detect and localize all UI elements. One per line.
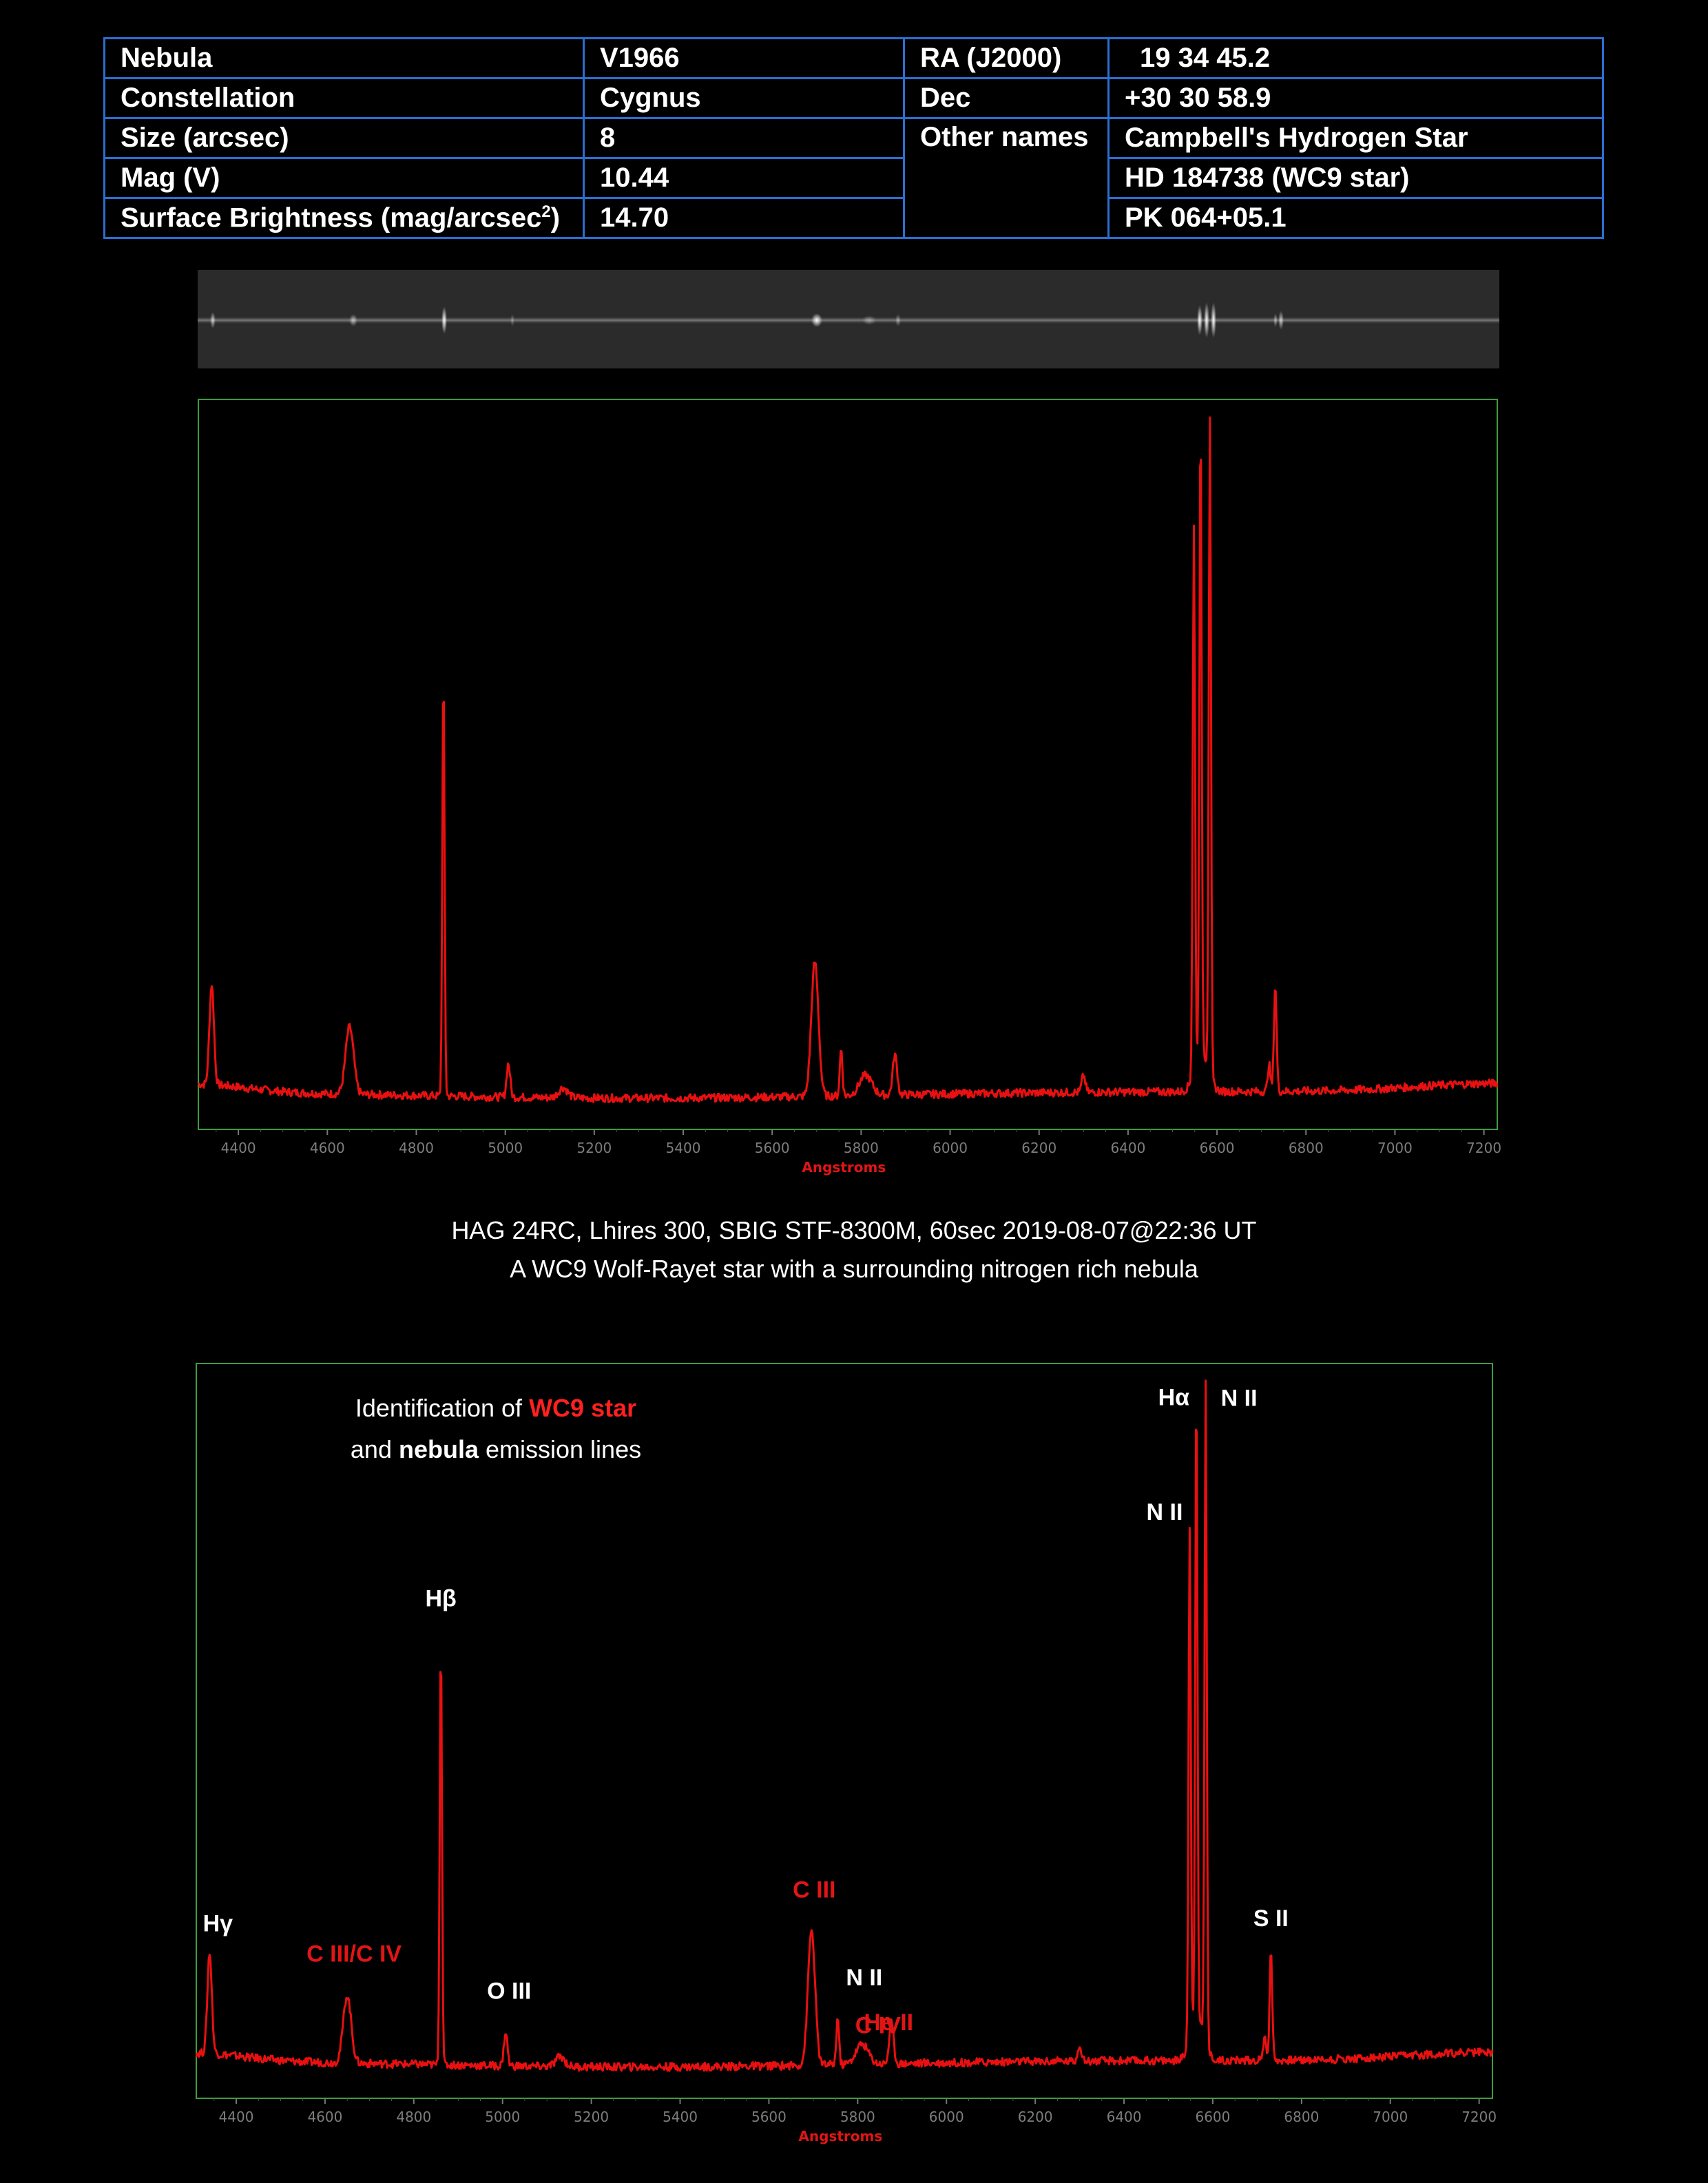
- table-cell: Other names: [903, 117, 1110, 239]
- table-cell: V1966: [583, 37, 905, 79]
- x-tick-label: 5600: [751, 2109, 787, 2125]
- x-tick-label: 7000: [1377, 1140, 1413, 1156]
- note-text: and: [350, 1435, 399, 1463]
- table-cell: 8: [583, 117, 905, 159]
- note-wc9-star: WC9 star: [529, 1394, 637, 1422]
- table-cell: 19 34 45.2: [1107, 37, 1604, 79]
- observation-caption: HAG 24RC, Lhires 300, SBIG STF-8300M, 60…: [451, 1216, 1257, 1244]
- x-tick-label: 6200: [1021, 1140, 1056, 1156]
- x-tick-label: 5400: [666, 1140, 701, 1156]
- table-cell: Cygnus: [583, 77, 905, 119]
- x-tick-label: 6000: [929, 2109, 964, 2125]
- surface-brightness-label: Surface Brightness (mag/arcsec: [121, 202, 542, 233]
- x-tick-label: 4600: [310, 1140, 345, 1156]
- x-tick-label: 7200: [1461, 2109, 1497, 2125]
- table-cell: RA (J2000): [903, 37, 1110, 79]
- table-cell: PK 064+05.1: [1107, 197, 1604, 239]
- x-tick-label: 7000: [1373, 2109, 1408, 2125]
- spectrum-line: [195, 1379, 1494, 2072]
- x-tick-label: 4800: [399, 1140, 434, 1156]
- line-label: C IV: [855, 2012, 901, 2038]
- x-tick-label: 5000: [488, 1140, 523, 1156]
- x-axis-title: Angstroms: [798, 2128, 882, 2144]
- x-tick-label: 5400: [663, 2109, 698, 2125]
- table-cell: Nebula: [103, 37, 585, 79]
- identification-note: Identification of WC9 star and nebula em…: [303, 1388, 689, 1470]
- line-label: N II: [1147, 1499, 1183, 1525]
- table-cell: 14.70: [583, 197, 905, 239]
- superscript: 2: [541, 202, 551, 221]
- closing-paren: ): [550, 202, 561, 233]
- line-label: C III: [793, 1877, 835, 1903]
- x-tick-label: 6600: [1200, 1140, 1235, 1156]
- line-label: S II: [1253, 1905, 1289, 1932]
- spectrum-line: [198, 416, 1499, 1103]
- x-tick-label: 5200: [576, 1140, 612, 1156]
- x-tick-label: 4800: [396, 2109, 431, 2125]
- table-cell: Constellation: [103, 77, 585, 119]
- table-row: Nebula V1966 RA (J2000) 19 34 45.2: [103, 37, 1604, 79]
- x-tick-label: 6200: [1018, 2109, 1053, 2125]
- line-label: O III: [487, 1978, 531, 2005]
- x-tick-label: 5600: [755, 1140, 790, 1156]
- table-row: Surface Brightness (mag/arcsec2) 14.70 P…: [103, 197, 1604, 239]
- x-tick-label: 6400: [1107, 2109, 1142, 2125]
- table-row: Mag (V) 10.44 HD 184738 (WC9 star): [103, 157, 1604, 199]
- x-axis-title: Angstroms: [802, 1159, 886, 1176]
- x-tick-label: 5800: [844, 1140, 879, 1156]
- table-cell: Dec: [903, 77, 1110, 119]
- x-tick-label: 6800: [1284, 2109, 1319, 2125]
- note-text: emission lines: [479, 1435, 642, 1463]
- table-cell: Surface Brightness (mag/arcsec2): [103, 197, 585, 239]
- x-tick-label: 6000: [933, 1140, 968, 1156]
- table-cell: Size (arcsec): [103, 117, 585, 159]
- raw-spectrum-strip: [198, 270, 1499, 368]
- spectrum-chart-top: 4400 4600 4800 5000 5200 5400 5600 5800 6000 6200…: [198, 399, 1501, 1176]
- x-tick-label: 5800: [840, 2109, 875, 2125]
- x-tick-label: 6400: [1110, 1140, 1145, 1156]
- table-cell: +30 30 58.9: [1107, 77, 1604, 119]
- line-label: Hα: [1158, 1385, 1190, 1411]
- x-tick-label: 5200: [574, 2109, 609, 2125]
- table-row: Constellation Cygnus Dec +30 30 58.9: [103, 77, 1604, 119]
- plot-frame: [198, 399, 1498, 1130]
- x-tick-label: 7200: [1466, 1140, 1501, 1156]
- line-label: C III/C IV: [306, 1941, 402, 1967]
- x-tick-label: 6800: [1289, 1140, 1324, 1156]
- x-tick-label: 6600: [1195, 2109, 1230, 2125]
- object-info-table: Nebula V1966 RA (J2000) 19 34 45.2 Const…: [103, 37, 1604, 239]
- line-label: N II: [846, 1965, 882, 1991]
- description-caption: A WC9 Wolf-Rayet star with a surrounding…: [510, 1255, 1198, 1283]
- note-text: Identification of: [355, 1394, 530, 1422]
- table-cell: 10.44: [583, 157, 905, 199]
- x-tick-label: 4400: [219, 2109, 254, 2125]
- plot-frame: [196, 1363, 1493, 2099]
- table-cell: HD 184738 (WC9 star): [1107, 157, 1604, 199]
- spectrum-chart-bottom: 4400 4600 4800 5000 5200 5400 5600 5800 6000 6200…: [195, 1363, 1497, 2144]
- table-cell: Mag (V): [103, 157, 585, 199]
- line-label: N II: [1221, 1385, 1258, 1411]
- table-cell: Campbell's Hydrogen Star: [1107, 117, 1604, 159]
- line-label: Hβ: [425, 1585, 456, 1611]
- table-row: Size (arcsec) 8 Other names Campbell's H…: [103, 117, 1604, 239]
- line-label: Hγ: [203, 1911, 233, 1937]
- x-tick-label: 5000: [485, 2109, 520, 2125]
- x-tick-label: 4400: [221, 1140, 256, 1156]
- note-nebula: nebula: [398, 1435, 479, 1463]
- x-tick-label: 4600: [307, 2109, 342, 2125]
- line-label: He II: [864, 2009, 913, 2036]
